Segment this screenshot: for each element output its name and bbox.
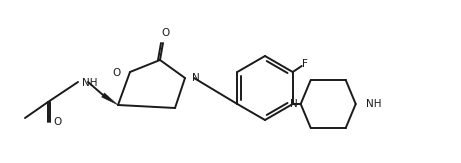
Text: O: O <box>112 68 120 78</box>
Text: N: N <box>290 99 298 109</box>
Text: NH: NH <box>82 78 97 88</box>
Text: O: O <box>53 117 61 127</box>
Text: NH: NH <box>366 99 381 109</box>
Polygon shape <box>101 93 118 105</box>
Text: O: O <box>161 28 169 38</box>
Text: F: F <box>302 59 307 69</box>
Text: N: N <box>192 73 200 83</box>
